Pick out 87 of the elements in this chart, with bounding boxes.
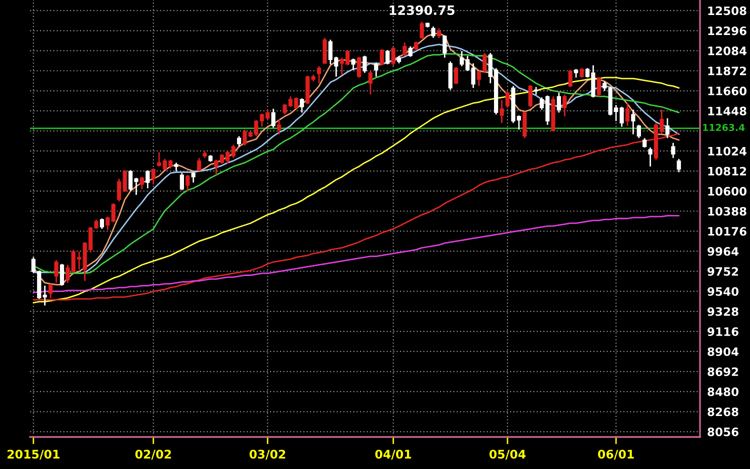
y-tick-label: 9540 xyxy=(708,287,738,296)
y-tick-label: 10812 xyxy=(708,166,746,176)
candlestick xyxy=(442,35,447,58)
candlestick xyxy=(322,37,327,64)
candlestick xyxy=(42,284,47,306)
candlestick xyxy=(122,170,127,193)
candlestick xyxy=(316,66,322,84)
candlestick xyxy=(625,102,630,126)
y-tick-label: 12508 xyxy=(708,6,746,16)
candlestick xyxy=(276,118,282,136)
candlestick xyxy=(106,216,110,231)
candlestick xyxy=(402,42,407,56)
candlestick xyxy=(356,56,362,78)
candlestick xyxy=(436,28,442,39)
candlestick xyxy=(522,110,527,139)
x-tick-label: 2015/01 xyxy=(8,450,60,460)
y-tick-label: 8692 xyxy=(708,367,738,376)
candlestick xyxy=(271,108,276,128)
y-tick-label: 10388 xyxy=(708,206,746,216)
candlestick xyxy=(528,84,532,108)
candlestick xyxy=(420,20,424,40)
candlestick xyxy=(231,144,236,159)
candlestick xyxy=(60,263,64,286)
candlestick xyxy=(374,62,378,78)
candlestick xyxy=(236,136,242,148)
candlestick xyxy=(380,48,384,66)
candlestick xyxy=(186,174,190,192)
line-series xyxy=(32,214,680,293)
candlestick xyxy=(482,52,487,74)
x-tick-label: 06/01 xyxy=(598,450,634,460)
candlestick xyxy=(676,158,681,173)
candlestick xyxy=(500,100,504,124)
y-tick-label: 10600 xyxy=(708,186,746,196)
candlestick xyxy=(454,66,458,85)
candlestick xyxy=(505,91,510,109)
x-tick-label: 02/02 xyxy=(135,450,171,460)
y-tick-label: 9116 xyxy=(708,327,738,336)
x-tick-label: 03/02 xyxy=(250,450,286,460)
candlestick xyxy=(431,26,436,39)
y-tick-label: 8904 xyxy=(708,347,738,356)
ref-line-label: 11263.4 xyxy=(703,124,745,132)
candlestick xyxy=(386,49,390,66)
candlestick xyxy=(665,118,670,139)
candlestick xyxy=(631,109,636,136)
x-tick-label: 05/04 xyxy=(489,450,526,460)
candlestick xyxy=(556,92,561,114)
candlestick xyxy=(408,46,412,58)
candlestick xyxy=(562,94,567,118)
candlestick xyxy=(197,157,202,172)
candlestick xyxy=(100,218,104,230)
y-tick-label: 11660 xyxy=(708,86,746,96)
candlestick xyxy=(648,146,652,168)
candlestick xyxy=(146,170,150,189)
candlestick xyxy=(351,58,356,71)
y-tick-label: 12296 xyxy=(708,26,746,36)
candlestick xyxy=(636,124,641,139)
candlestick xyxy=(602,80,607,92)
y-tick-label: 11872 xyxy=(708,66,746,76)
y-tick-label: 10176 xyxy=(708,227,746,236)
candlestick xyxy=(476,70,482,87)
candlestick xyxy=(300,98,304,114)
y-tick-label: 8056 xyxy=(708,428,738,436)
candlestick xyxy=(180,172,184,191)
line-series xyxy=(32,76,680,304)
candlestick xyxy=(140,176,144,190)
candlestick xyxy=(580,67,584,78)
y-tick-label: 11024 xyxy=(708,146,747,156)
candlestick xyxy=(368,70,372,96)
candlestick xyxy=(151,168,156,186)
y-tick-label: 9752 xyxy=(708,267,738,276)
candlestick xyxy=(362,55,367,74)
candlestick xyxy=(54,259,58,284)
candlestick xyxy=(596,76,601,98)
candlestick xyxy=(671,142,676,159)
x-tick-label: 04/01 xyxy=(375,450,412,460)
annotation: 12390.75 xyxy=(390,5,454,16)
candlestick xyxy=(111,202,116,223)
y-tick-label: 11448 xyxy=(708,106,746,116)
y-tick-label: 9328 xyxy=(708,307,738,316)
candlestick xyxy=(117,178,122,202)
y-tick-label: 12084 xyxy=(708,46,747,56)
candlestick xyxy=(391,46,396,67)
candlestick xyxy=(642,137,647,148)
candlestick xyxy=(568,69,572,88)
y-tick-label: 8268 xyxy=(708,407,738,416)
y-tick-label: 8480 xyxy=(708,387,738,396)
y-tick-label: 9964 xyxy=(708,247,738,256)
